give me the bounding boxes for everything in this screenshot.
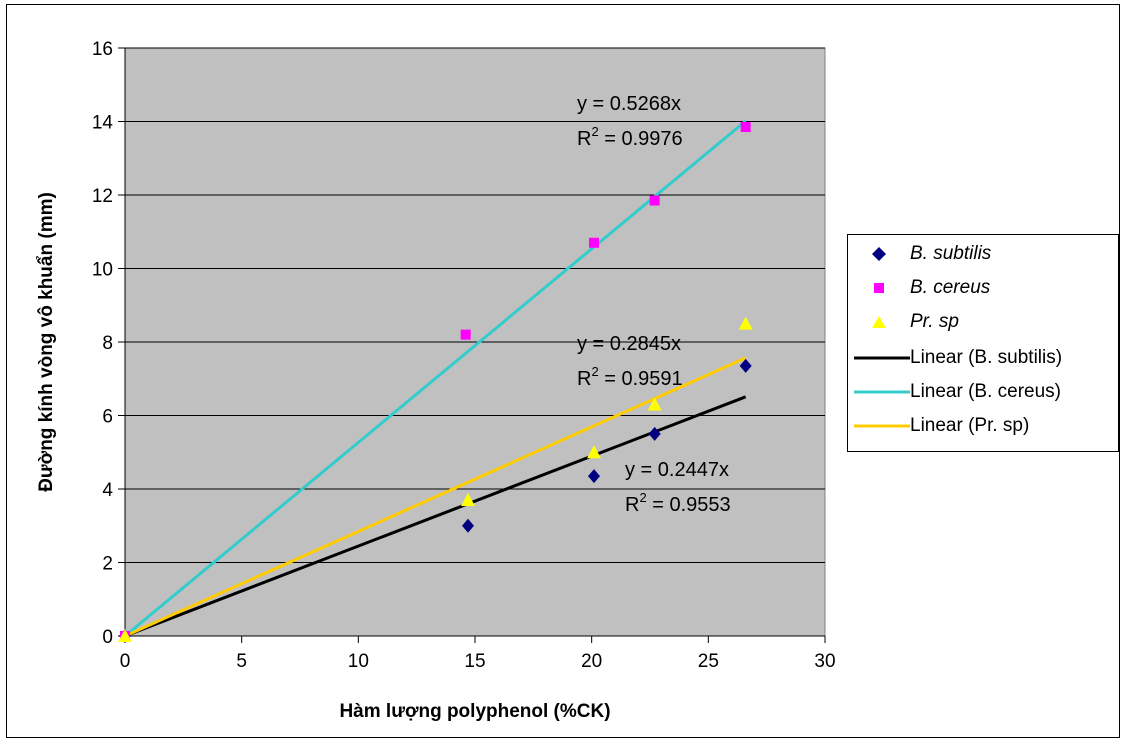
x-tick-label: 10 [348,651,369,672]
y-tick-label: 6 [102,407,113,428]
trendline [124,119,747,638]
data-point [460,329,471,340]
x-tick-label: 20 [581,651,602,672]
x-tick-label: 25 [698,651,719,672]
legend-item-pr-sp: Pr. sp [848,307,959,337]
y-tick-label: 14 [92,113,114,134]
legend: B. subtilis B. cereus Pr. sp Linear (B. … [847,234,1119,452]
diamond-marker-icon [848,239,910,269]
x-tick-label: 0 [120,651,131,672]
data-point [648,426,661,441]
legend-label: Linear (B. cereus) [910,381,1062,402]
trendline-equation: y = 0.2447x [625,459,729,481]
legend-item-linear-pr-sp: Linear (Pr. sp) [848,411,1029,441]
square-marker-icon [848,273,910,303]
y-tick-label: 8 [102,333,113,354]
y-tick-label: 4 [102,480,113,501]
data-point [462,518,474,533]
data-point [589,237,599,248]
trendline-equation: y = 0.5268x [577,93,681,115]
x-tick-label: 15 [464,651,485,672]
data-point [461,493,475,507]
y-tick-label: 10 [92,260,113,281]
data-point [588,469,600,484]
data-point [740,122,751,133]
data-point [118,629,132,642]
triangle-marker-icon [848,307,910,337]
x-tick-label: 5 [236,651,247,672]
line-swatch-icon [848,411,910,441]
x-tick-label: 30 [814,651,835,672]
axes: 0 2 4 6 8 10 12 14 16 0 5 10 15 20 25 30 [92,39,836,672]
trendline-r-squared: R2 = 0.9591 [577,364,683,390]
trendlines [124,119,747,638]
y-tick-label: 0 [102,627,113,648]
trendline-r-squared: R2 = 0.9976 [577,124,683,150]
legend-item-b-subtilis: B. subtilis [848,239,991,269]
legend-label: Linear (B. subtilis) [910,347,1063,368]
trendline-equation: y = 0.2845x [577,333,681,355]
data-point [587,445,601,459]
data-point [647,397,662,411]
data-point [739,358,752,373]
legend-item-linear-b-subtilis: Linear (B. subtilis) [848,343,1062,373]
legend-label: Linear (Pr. sp) [910,415,1030,436]
y-tick-label: 12 [92,186,113,207]
trendline-annotations: y = 0.2447x R2 = 0.9553 y = 0.5268x R2 = 0.… [577,93,731,516]
data-point [738,316,753,330]
line-swatch-icon [848,343,910,373]
trendline-r-squared: R2 = 0.9553 [625,490,731,516]
legend-label: B. cereus [910,277,991,298]
x-axis-title: Hàm lượng polyphenol (%CK) [339,701,610,722]
legend-item-b-cereus: B. cereus [848,273,990,303]
trendline [124,395,747,638]
data-markers [118,122,753,643]
data-point [649,195,660,206]
line-swatch-icon [848,377,910,407]
legend-label: Pr. sp [910,311,959,332]
y-tick-label: 16 [92,39,113,60]
legend-item-linear-b-cereus: Linear (B. cereus) [848,377,1061,407]
y-axis-title: Đường kính vòng vô khuẩn (mm) [36,192,57,492]
y-tick-label: 2 [102,554,113,575]
trendline [124,356,747,638]
legend-label: B. subtilis [910,243,992,264]
gridlines [125,47,825,563]
